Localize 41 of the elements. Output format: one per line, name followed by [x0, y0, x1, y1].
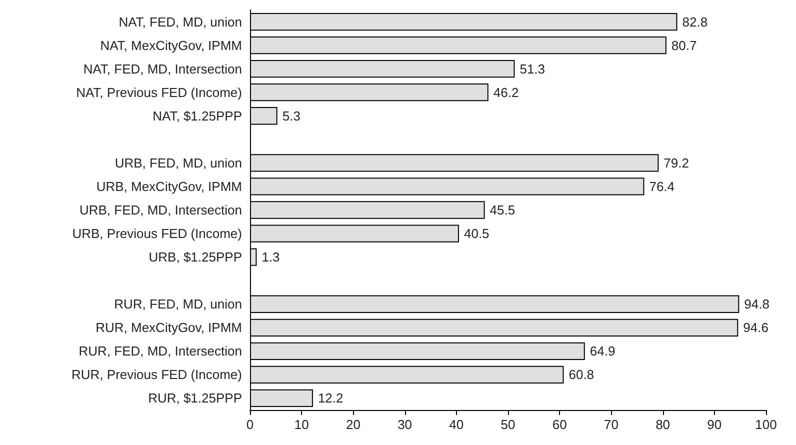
y-tick-label: RUR, FED, MD, union [114, 296, 242, 312]
data-label: 80.7 [671, 38, 697, 53]
data-label: 46.2 [493, 84, 519, 100]
x-tick-label: 60 [552, 417, 567, 432]
y-tick-label: RUR, MexCityGov, IPMM [96, 320, 242, 336]
data-label: 79.2 [664, 155, 689, 170]
data-label: 45.5 [490, 202, 516, 218]
y-tick-label: URB, FED, MD, Intersection [79, 202, 242, 218]
data-label: 94.8 [744, 296, 770, 312]
data-label: 40.5 [464, 226, 490, 242]
y-tick-label: RUR, Previous FED (Income) [72, 367, 242, 382]
y-tick-label: NAT, FED, MD, Intersection [83, 61, 242, 76]
data-label: 1.3 [262, 250, 280, 265]
y-tick-label: URB, Previous FED (Income) [72, 226, 242, 242]
y-tick-label: NAT, Previous FED (Income) [76, 84, 242, 100]
x-tick-label: 20 [346, 417, 360, 432]
data-label: 82.8 [682, 14, 708, 30]
y-tick-label: NAT, FED, MD, union [118, 14, 242, 30]
data-label: 64.9 [590, 344, 616, 359]
x-tick-label: 0 [246, 417, 254, 432]
data-label: 94.6 [743, 320, 768, 336]
y-tick-label: NAT, MexCityGov, IPMM [100, 38, 242, 53]
y-tick-label: RUR, $1.25PPP [148, 390, 242, 406]
x-tick-label: 40 [449, 417, 464, 432]
x-tick-label: 10 [294, 417, 309, 432]
data-label: 12.2 [318, 390, 344, 406]
x-tick-label: 80 [656, 417, 670, 432]
data-label: 76.4 [649, 178, 675, 194]
x-tick-label: 30 [398, 417, 412, 432]
data-label: 51.3 [520, 61, 546, 76]
x-tick-label: 50 [500, 417, 516, 432]
x-tick-label: 90 [707, 417, 722, 432]
data-label: 60.8 [568, 367, 594, 382]
y-tick-label: RUR, FED, MD, Intersection [78, 344, 242, 359]
y-tick-label: URB, MexCityGov, IPMM [96, 178, 242, 194]
data-label: 5.3 [282, 108, 300, 124]
y-tick-label: NAT, $1.25PPP [152, 108, 242, 124]
x-tick-label: 70 [604, 417, 618, 432]
x-tick-label: 100 [755, 417, 777, 432]
y-tick-label: URB, $1.25PPP [148, 250, 242, 265]
y-tick-label: URB, FED, MD, union [114, 155, 242, 170]
